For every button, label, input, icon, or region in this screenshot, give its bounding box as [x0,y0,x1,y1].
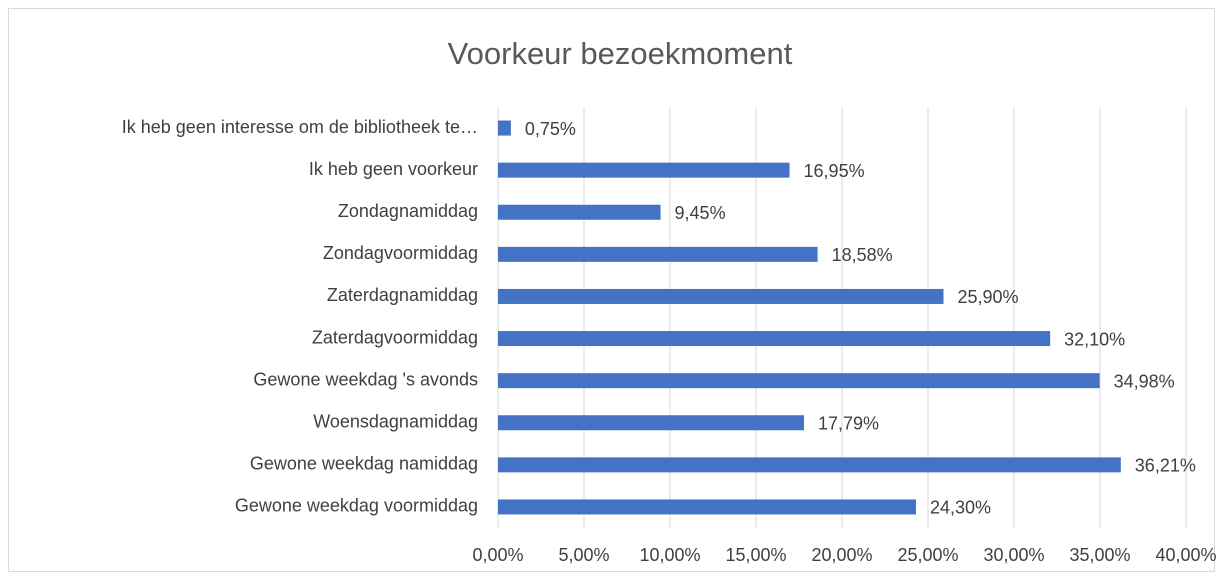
y-tick-label: Zaterdagnamiddag [327,285,478,305]
data-label: 25,90% [957,287,1018,307]
y-tick-label: Gewone weekdag voormiddag [235,496,478,516]
bar [498,288,944,304]
chart-title: Voorkeur bezoekmoment [448,36,793,71]
x-tick-label: 0,00% [472,545,523,565]
y-tick-label: Gewone weekdag 's avonds [253,369,478,389]
bar [498,373,1100,389]
data-label: 34,98% [1114,371,1175,391]
data-label: 18,58% [832,245,893,265]
data-label: 0,75% [525,119,576,139]
data-label: 16,95% [804,161,865,181]
y-tick-label: Zondagvoormiddag [323,243,478,263]
bar [498,415,804,431]
data-label: 17,79% [818,414,879,434]
y-tick-label: Gewone weekdag namiddag [250,454,478,474]
x-tick-label: 20,00% [811,545,872,565]
x-tick-label: 40,00% [1155,545,1216,565]
bar [498,246,818,262]
x-tick-label: 30,00% [983,545,1044,565]
bar [498,499,916,515]
data-label: 32,10% [1064,329,1125,349]
x-tick-label: 5,00% [558,545,609,565]
data-label: 36,21% [1135,456,1196,476]
x-tick-label: 10,00% [639,545,700,565]
y-tick-label: Ik heb geen voorkeur [309,159,478,179]
data-label: 9,45% [675,203,726,223]
bar [498,204,661,220]
bar [498,120,511,136]
y-tick-label: Zaterdagvoormiddag [312,327,478,347]
x-tick-label: 35,00% [1069,545,1130,565]
x-tick-label: 25,00% [897,545,958,565]
bar [498,457,1121,473]
y-tick-label: Zondagnamiddag [338,201,478,221]
bar [498,331,1051,347]
x-tick-label: 15,00% [725,545,786,565]
y-tick-label: Woensdagnamiddag [313,412,478,432]
y-tick-label: Ik heb geen interesse om de bibliotheek … [122,117,478,137]
data-label: 24,30% [930,498,991,518]
bar [498,162,790,178]
